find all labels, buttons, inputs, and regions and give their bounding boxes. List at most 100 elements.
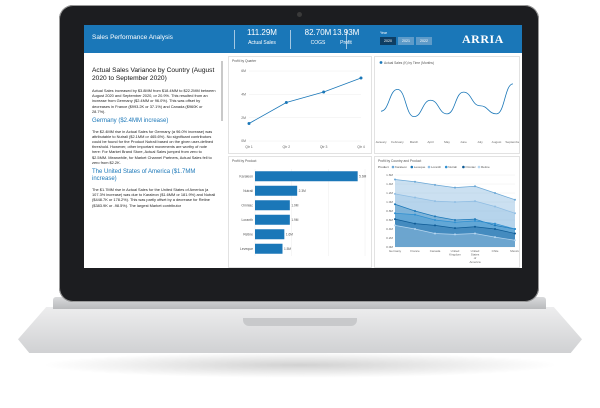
arria-logo: ARRIA xyxy=(462,32,504,46)
data-point xyxy=(394,178,396,181)
bar xyxy=(255,200,290,211)
data-point xyxy=(494,222,496,225)
data-point xyxy=(414,228,416,230)
x-tick-label: April xyxy=(427,140,434,144)
data-point xyxy=(474,218,476,221)
panel-actual-sales: Actual Sales (K) by Time (Months) January… xyxy=(374,56,521,154)
webcam xyxy=(297,12,302,17)
data-point xyxy=(494,224,496,227)
data-label: 1.6M xyxy=(286,232,293,236)
data-point xyxy=(359,76,363,80)
y-tick-label: 1.6M xyxy=(386,173,393,177)
y-tick-label: 0.2M xyxy=(386,236,393,240)
kpi-actual-sales: 111.29M Actual Sales xyxy=(236,28,288,46)
y-tick-label: 0.4M xyxy=(386,227,393,231)
legend-label: Actual Sales (K) by Time (Months) xyxy=(384,61,434,65)
narrative-heading: Actual Sales Variance by Country (August… xyxy=(92,67,215,82)
y-tick-label: 0.6M xyxy=(386,218,393,222)
kpi-cogs: 82.70M COGS xyxy=(292,28,344,46)
data-point xyxy=(454,201,456,203)
header-divider xyxy=(290,30,291,49)
year-button-2021[interactable]: 2021 xyxy=(398,37,414,45)
x-tick-label: Qtr 2 xyxy=(283,145,291,149)
data-point xyxy=(494,236,496,239)
profit-by-product-chart: Karaleon 5.6M Nutrali 2.3M Omniac 1.9M Loranth… xyxy=(239,169,367,256)
x-tick-label: Canada xyxy=(430,249,441,253)
x-tick-label: America xyxy=(469,260,480,264)
header-divider xyxy=(346,30,347,49)
series-area xyxy=(395,225,515,247)
legend-marker xyxy=(379,61,383,64)
narrative-scrollbar[interactable] xyxy=(221,61,223,121)
x-tick-label: of xyxy=(474,256,477,260)
series-line xyxy=(248,77,362,124)
narrative-section-germany: Germany ($2.4MM increase) xyxy=(92,118,169,125)
y-tick-label: 0M xyxy=(241,139,246,143)
data-label: 1.5M xyxy=(284,247,291,251)
panel-profit-by-quarter: Profit by Quarter 0M 2M 4M 6M Qtr 1 Qtr 2 Qtr … xyxy=(228,56,372,154)
x-tick-label: February xyxy=(391,140,404,144)
legend-label: Karaleon xyxy=(395,165,407,169)
data-point xyxy=(474,219,476,222)
x-tick-label: Qtr 3 xyxy=(320,145,328,149)
narrative-section-usa: The United States of America ($1.7MM inc… xyxy=(92,168,196,183)
category-label: Karaleon xyxy=(239,174,253,178)
x-tick-label: Qtr 4 xyxy=(357,145,365,149)
data-point xyxy=(414,222,416,225)
y-tick-label: 1.2M xyxy=(386,191,393,195)
laptop-notch xyxy=(243,318,357,326)
narrative-germany-text: The $2.4MM rise in Actual Sales for Germ… xyxy=(92,128,214,165)
data-point xyxy=(394,192,396,195)
data-point xyxy=(414,213,416,216)
data-point xyxy=(474,185,476,188)
kpi-label: Profit xyxy=(340,40,352,46)
data-point xyxy=(514,228,516,230)
x-tick-label: May xyxy=(444,140,450,144)
data-point xyxy=(494,205,496,208)
kpi-value: 82.70M xyxy=(304,28,332,37)
x-tick-label: August xyxy=(492,140,502,144)
data-point xyxy=(474,200,476,203)
kpi-value: 13.93M xyxy=(332,28,360,37)
kpi-profit-block: 13.93M Profit xyxy=(320,28,372,46)
series-area xyxy=(395,179,515,247)
data-point xyxy=(494,192,496,194)
data-point xyxy=(474,225,476,228)
data-point xyxy=(414,210,416,212)
category-label: Retine xyxy=(243,232,253,236)
year-button-2020[interactable]: 2020 xyxy=(380,37,396,45)
data-point xyxy=(434,215,436,218)
year-button-2022[interactable]: 2022 xyxy=(416,37,432,45)
x-tick-label: Mexico xyxy=(510,249,519,253)
data-point xyxy=(284,101,288,104)
legend-marker xyxy=(462,165,465,169)
x-tick-label: Germany xyxy=(389,249,402,253)
data-label: 1.9M xyxy=(291,218,298,222)
bar xyxy=(255,214,290,225)
category-label: Leveque xyxy=(240,247,253,251)
data-point xyxy=(454,233,456,236)
laptop-shadow xyxy=(40,352,560,378)
legend-marker xyxy=(427,165,431,169)
legend-label: Leveque xyxy=(414,165,426,169)
bar xyxy=(255,185,298,196)
profit-by-quarter-chart: 0M 2M 4M 6M Qtr 1 Qtr 2 Qtr 3 Qtr 4 xyxy=(241,69,365,149)
legend-label: Loranth xyxy=(431,165,442,169)
x-tick-label: States xyxy=(471,253,480,257)
narrative-intro: Actual Sales increased by $3.8MM from $1… xyxy=(92,88,216,114)
panel-profit-by-country-product: Profit by Country and Product Product Kar… xyxy=(374,156,520,268)
narrative-panel: Actual Sales Variance by Country (August… xyxy=(86,56,222,268)
data-point xyxy=(394,203,396,206)
x-tick-label: July xyxy=(477,140,483,144)
bar xyxy=(255,229,285,240)
data-point xyxy=(514,212,516,215)
bar xyxy=(255,171,358,182)
x-tick-label: June xyxy=(460,140,467,144)
data-point xyxy=(454,227,456,230)
data-point xyxy=(394,218,396,221)
category-label: Omniac xyxy=(241,203,253,207)
data-point xyxy=(514,239,516,242)
category-label: Loranth xyxy=(242,218,254,222)
data-point xyxy=(514,198,516,201)
y-tick-label: 1.4M xyxy=(386,182,393,186)
